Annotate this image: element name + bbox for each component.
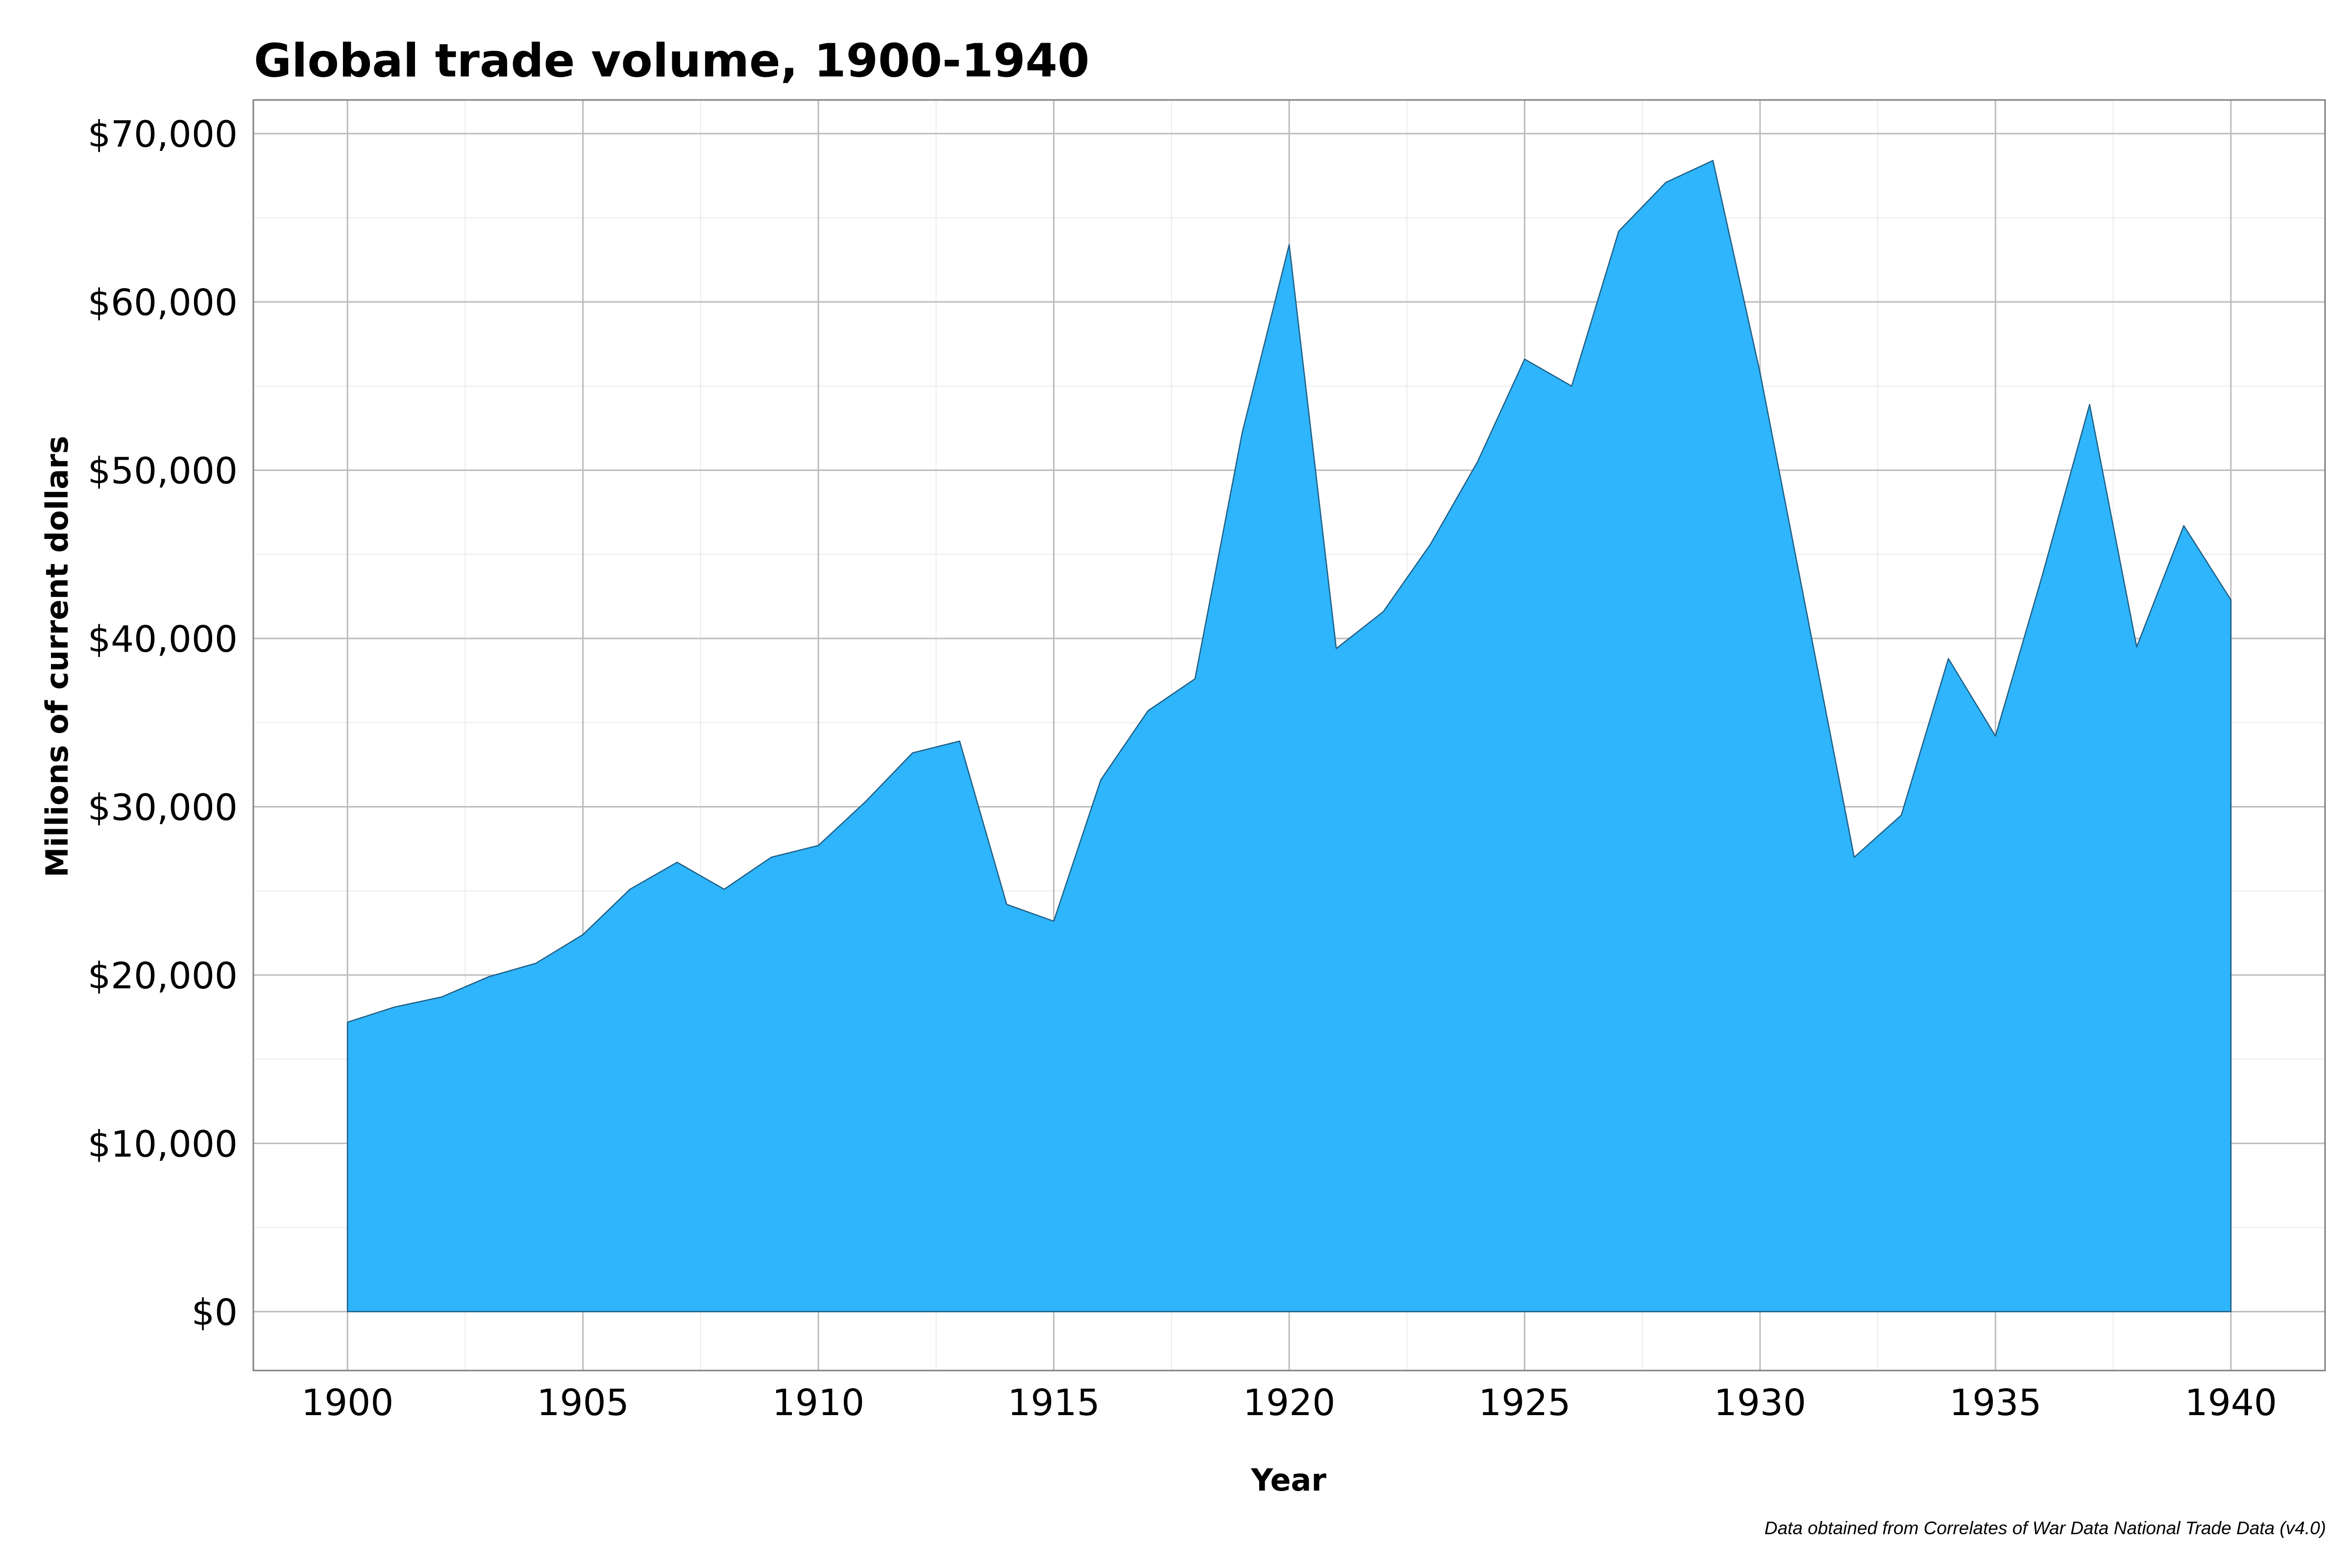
x-axis-ticks: 1900 1905 1910 1915 1920 1925 1930 1935 1940 (301, 1382, 2277, 1424)
y-tick-label: $50,000 (88, 450, 238, 492)
trade-volume-area (346, 160, 2232, 1313)
chart-title: Global trade volume, 1900-1940 (254, 34, 1090, 88)
plot-panel-border (252, 99, 2326, 1372)
y-tick-label: $20,000 (88, 955, 238, 997)
x-tick-label: 1915 (1007, 1382, 1100, 1424)
x-tick-label: 1935 (1949, 1382, 2041, 1424)
chart-caption: Data obtained from Correlates of War Dat… (1764, 1518, 2326, 1538)
y-tick-label: $10,000 (88, 1123, 238, 1165)
x-tick-label: 1910 (772, 1382, 864, 1424)
y-tick-label: $70,000 (88, 114, 238, 156)
x-tick-label: 1930 (1714, 1382, 1806, 1424)
y-tick-label: $0 (192, 1292, 238, 1334)
x-tick-label: 1905 (537, 1382, 629, 1424)
x-tick-label: 1925 (1478, 1382, 1570, 1424)
y-tick-label: $30,000 (88, 786, 238, 829)
y-axis-ticks: $0 $10,000 $20,000 $30,000 $40,000 $50,000 $60… (88, 114, 238, 1334)
y-tick-label: $60,000 (88, 282, 238, 324)
y-axis-title: Millions of current dollars (39, 436, 75, 877)
x-tick-label: 1940 (2185, 1382, 2277, 1424)
x-axis-title: Year (1250, 1462, 1326, 1498)
x-tick-label: 1920 (1243, 1382, 1335, 1424)
x-tick-label: 1900 (301, 1382, 393, 1424)
y-tick-label: $40,000 (88, 618, 238, 661)
area-series (346, 160, 2232, 1313)
